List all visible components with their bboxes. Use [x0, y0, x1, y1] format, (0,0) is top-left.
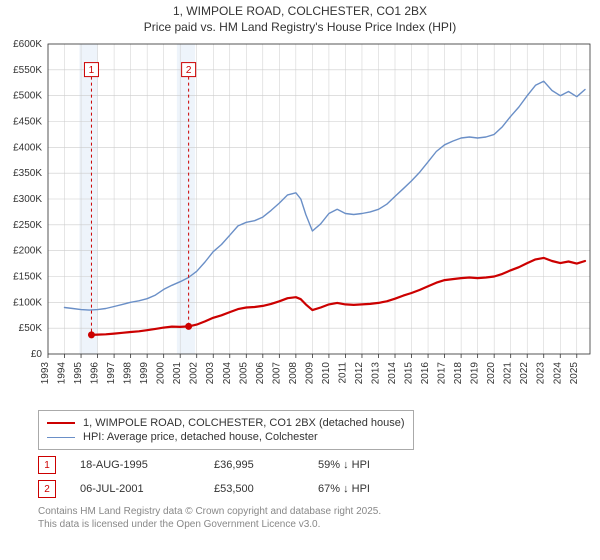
svg-text:2011: 2011 [337, 362, 348, 384]
svg-text:2002: 2002 [189, 362, 200, 385]
svg-text:£600K: £600K [13, 39, 42, 50]
svg-text:1994: 1994 [57, 362, 68, 385]
marker-price: £53,500 [214, 483, 294, 495]
svg-text:2: 2 [186, 65, 192, 76]
line-chart: £0 £50K £100K £150K £200K £250K £300K £350K £400… [0, 34, 600, 404]
svg-text:2024: 2024 [552, 362, 563, 385]
legend-row: HPI: Average price, detached house, Colc… [47, 431, 405, 443]
footer-line-2: This data is licensed under the Open Gov… [38, 519, 580, 532]
svg-text:£250K: £250K [13, 220, 42, 231]
svg-text:1: 1 [89, 65, 95, 76]
svg-text:£0: £0 [31, 349, 43, 360]
title-subtitle: Price paid vs. HM Land Registry's House … [0, 20, 600, 34]
svg-text:1993: 1993 [40, 362, 51, 385]
svg-text:1997: 1997 [106, 362, 117, 385]
svg-text:2004: 2004 [222, 362, 233, 385]
svg-text:2005: 2005 [238, 362, 249, 385]
svg-text:2007: 2007 [271, 362, 282, 385]
page-root: 1, WIMPOLE ROAD, COLCHESTER, CO1 2BX Pri… [0, 0, 600, 560]
svg-text:2010: 2010 [321, 362, 332, 385]
svg-text:£200K: £200K [13, 246, 42, 257]
svg-text:1999: 1999 [139, 362, 150, 385]
marker-table-row: 2 06-JUL-2001 £53,500 67% ↓ HPI [38, 480, 580, 498]
title-address: 1, WIMPOLE ROAD, COLCHESTER, CO1 2BX [0, 4, 600, 18]
chart-titles: 1, WIMPOLE ROAD, COLCHESTER, CO1 2BX Pri… [0, 0, 600, 34]
legend-swatch [47, 437, 75, 438]
legend: 1, WIMPOLE ROAD, COLCHESTER, CO1 2BX (de… [38, 410, 414, 450]
marker-table: 1 18-AUG-1995 £36,995 59% ↓ HPI 2 06-JUL-2001… [38, 456, 580, 498]
svg-text:2023: 2023 [536, 362, 547, 385]
svg-text:2016: 2016 [420, 362, 431, 385]
svg-text:2008: 2008 [288, 362, 299, 385]
svg-text:2013: 2013 [370, 362, 381, 385]
svg-text:2021: 2021 [503, 362, 514, 385]
svg-text:£100K: £100K [13, 297, 42, 308]
svg-text:£50K: £50K [19, 323, 43, 334]
svg-text:2020: 2020 [486, 362, 497, 385]
marker-price: £36,995 [214, 459, 294, 471]
marker-id-box: 1 [38, 456, 56, 474]
svg-text:£550K: £550K [13, 65, 42, 76]
svg-text:2019: 2019 [470, 362, 481, 385]
svg-text:£350K: £350K [13, 168, 42, 179]
svg-text:1995: 1995 [73, 362, 84, 385]
marker-id-box: 2 [38, 480, 56, 498]
footer-line-1: Contains HM Land Registry data © Crown c… [38, 506, 580, 519]
svg-text:£300K: £300K [13, 194, 42, 205]
svg-text:2012: 2012 [354, 362, 365, 385]
svg-text:2009: 2009 [304, 362, 315, 385]
marker-ratio: 67% ↓ HPI [318, 483, 408, 495]
svg-text:2025: 2025 [569, 362, 580, 385]
svg-text:2000: 2000 [156, 362, 167, 385]
legend-label: 1, WIMPOLE ROAD, COLCHESTER, CO1 2BX (de… [83, 417, 405, 429]
marker-ratio: 59% ↓ HPI [318, 459, 408, 471]
svg-text:2017: 2017 [437, 362, 448, 385]
chart-area: £0 £50K £100K £150K £200K £250K £300K £350K £400… [0, 34, 600, 404]
svg-text:£450K: £450K [13, 117, 42, 128]
svg-text:2003: 2003 [205, 362, 216, 385]
legend-label: HPI: Average price, detached house, Colc… [83, 431, 318, 443]
marker-table-row: 1 18-AUG-1995 £36,995 59% ↓ HPI [38, 456, 580, 474]
svg-text:2001: 2001 [172, 362, 183, 385]
svg-text:2006: 2006 [255, 362, 266, 385]
marker-date: 06-JUL-2001 [80, 483, 190, 495]
marker-date: 18-AUG-1995 [80, 459, 190, 471]
svg-text:£150K: £150K [13, 272, 42, 283]
svg-text:2018: 2018 [453, 362, 464, 385]
svg-text:£400K: £400K [13, 142, 42, 153]
svg-text:1996: 1996 [90, 362, 101, 385]
svg-text:£500K: £500K [13, 91, 42, 102]
legend-row: 1, WIMPOLE ROAD, COLCHESTER, CO1 2BX (de… [47, 417, 405, 429]
svg-text:2022: 2022 [519, 362, 530, 385]
svg-text:1998: 1998 [123, 362, 134, 385]
svg-text:2014: 2014 [387, 362, 398, 385]
legend-swatch [47, 422, 75, 424]
attribution-footer: Contains HM Land Registry data © Crown c… [38, 506, 580, 531]
svg-text:2015: 2015 [404, 362, 415, 385]
